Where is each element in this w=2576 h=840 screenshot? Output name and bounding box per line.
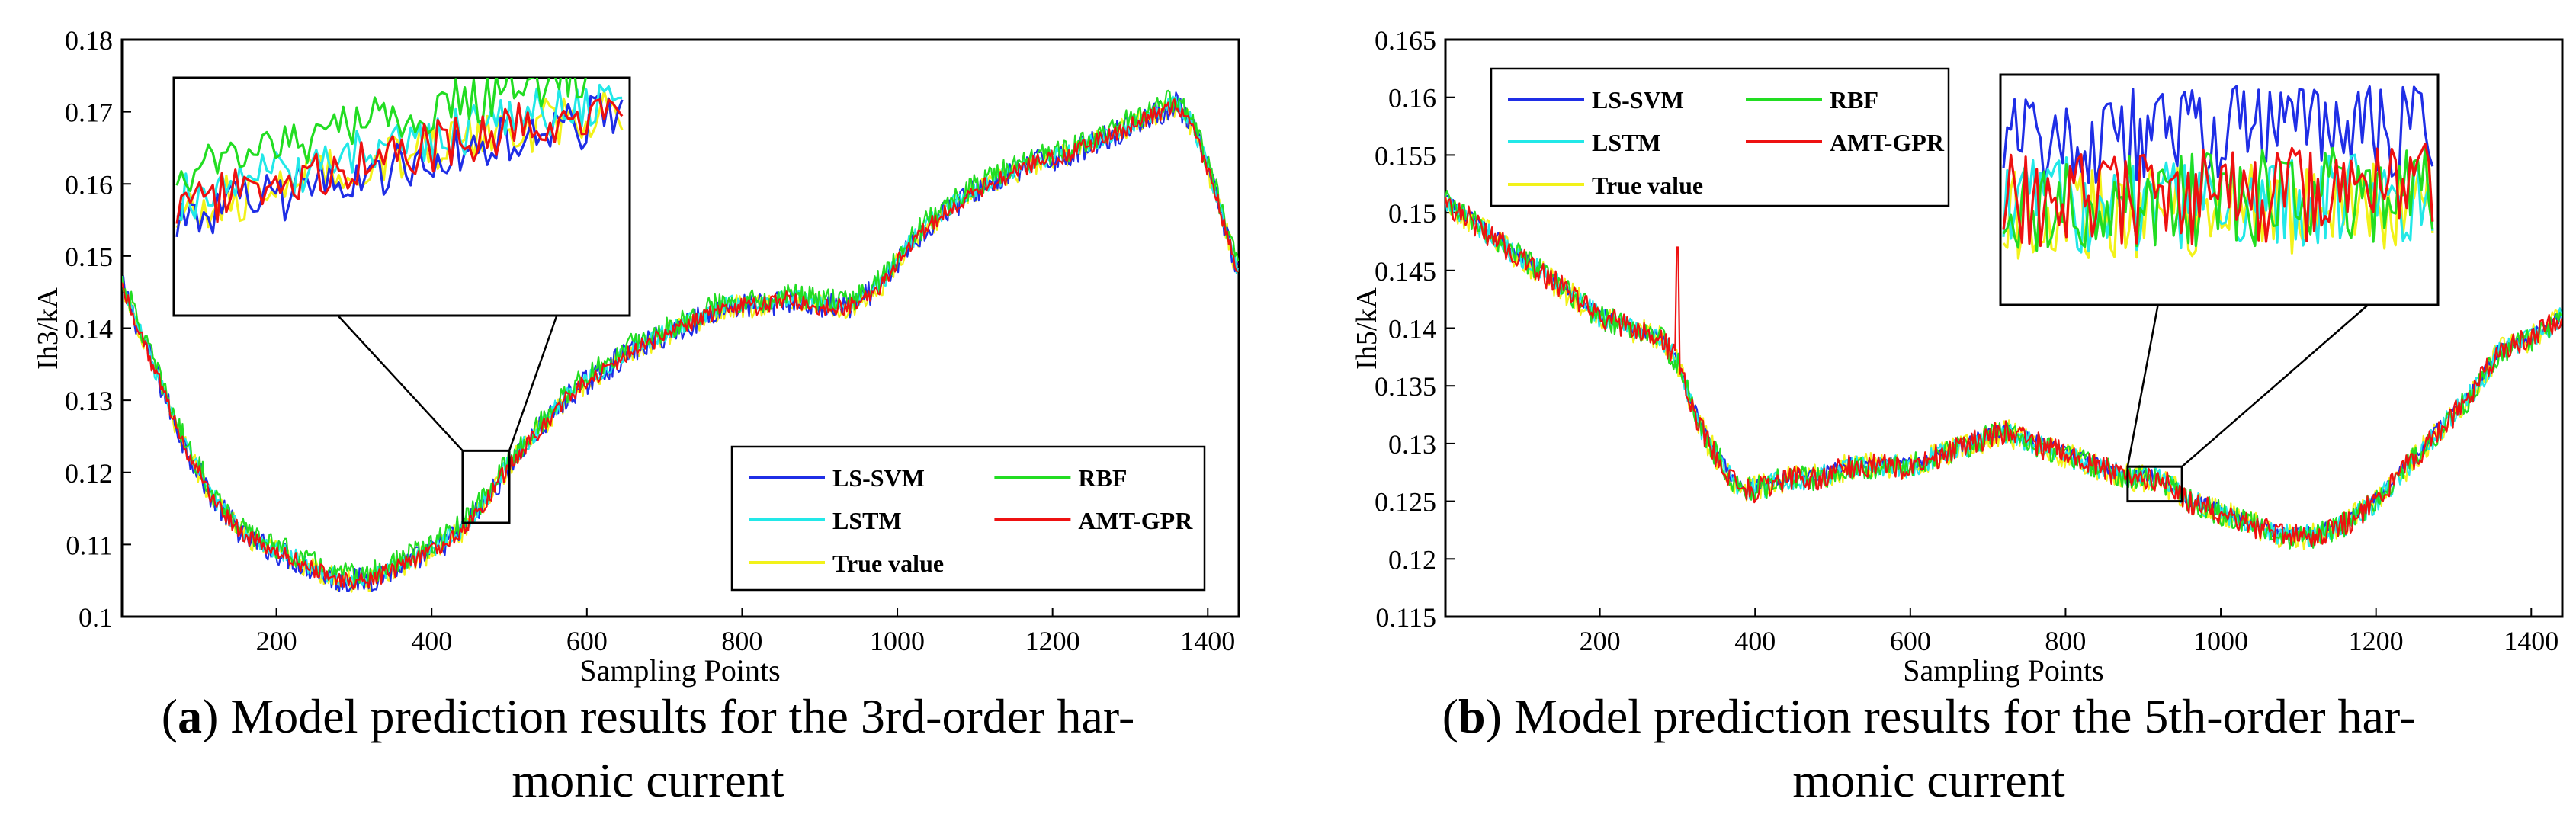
y-tick-label: 0.13 (1388, 429, 1436, 460)
series-line-amt-gpr (1445, 196, 2562, 548)
legend-item-lstm: LSTM (749, 507, 902, 534)
zoom-window-box (2126, 465, 2183, 503)
legend-b: LS-SVM LSTM True value RBF AMT-GPR (1490, 67, 1950, 207)
x-tick-label: 400 (411, 626, 452, 656)
y-tick-label: 0.15 (1388, 198, 1436, 229)
y-tick-label: 0.155 (1375, 140, 1436, 171)
y-tick-label: 0.1 (79, 602, 113, 633)
y-tick-label: 0.12 (1388, 544, 1436, 575)
zoom-series-line-rbf (175, 78, 587, 192)
y-tick-label: 0.11 (66, 530, 113, 560)
caption-a-line1: ) Model prediction results for the 3rd-o… (202, 689, 1135, 743)
y-tick-label: 0.14 (1388, 314, 1436, 345)
y-tick-label: 0.135 (1375, 371, 1436, 402)
caption-a-line2: monic current (512, 753, 784, 807)
legend-label: True value (1592, 172, 1703, 199)
legend-item-rbf: RBF (1746, 86, 1878, 114)
y-tick-labels-b: 0.115 0.12 0.125 0.13 0.135 0.14 0.145 0.15 0.15… (1375, 25, 1455, 633)
legend-label: RBF (1078, 464, 1127, 492)
series-group (1445, 190, 2562, 550)
x-tick-label: 200 (1580, 626, 1621, 656)
legend-a: LS-SVM LSTM True value RBF AMT-GPR (730, 445, 1206, 592)
legend-item-amt-gpr: AMT-GPR (1746, 129, 1945, 156)
x-tick-label: 1200 (1025, 626, 1080, 656)
zoom-connector-line (508, 315, 558, 451)
y-tick-label: 0.14 (65, 314, 113, 345)
y-tick-label: 0.12 (65, 458, 113, 489)
x-tick-label: 200 (256, 626, 297, 656)
legend-label: RBF (1830, 86, 1878, 114)
y-tick-label: 0.18 (65, 25, 113, 56)
legend-label: LS-SVM (1592, 86, 1684, 114)
legend-label: LS-SVM (832, 464, 925, 492)
zoom-inset-lines (175, 78, 624, 238)
x-tick-label: 1000 (870, 626, 925, 656)
x-tick-label: 1000 (2193, 626, 2248, 656)
series-line-amt-gpr (122, 98, 1239, 590)
zoom-series-line-amt-gpr (175, 98, 624, 224)
legend-label: LSTM (1592, 129, 1661, 156)
x-tick-label: 800 (2045, 626, 2086, 656)
caption-a-label: a (178, 689, 203, 743)
x-tick-label: 800 (721, 626, 762, 656)
zoom-inset-lines (2002, 85, 2434, 260)
x-axis-label-b: Sampling Points (1903, 653, 2103, 688)
zoom-connector-line (2181, 304, 2369, 468)
series-group (122, 89, 1239, 593)
series-lines-a (122, 89, 1239, 593)
legend-item-amt-gpr: AMT-GPR (994, 507, 1193, 534)
series-lines-b (1445, 190, 2562, 550)
y-tick-label: 0.13 (65, 386, 113, 416)
zoom-window-box (461, 449, 511, 524)
zoom-series-line-amt-gpr (2002, 143, 2434, 248)
x-tick-label: 1400 (2504, 626, 2558, 656)
y-tick-label: 0.16 (65, 169, 113, 200)
x-axis-label-a: Sampling Points (579, 653, 780, 688)
y-axis-label-a: Ih3/kA (32, 287, 64, 370)
chart-panel-a: 0.1 0.11 0.12 0.13 0.14 0.15 0.16 0.17 0.18 200 4… (32, 25, 1240, 688)
legend-item-lstm: LSTM (1508, 129, 1661, 156)
caption-a: (a) Model prediction results for the 3rd… (161, 689, 1135, 807)
zoom-series-line-rbf (2002, 146, 2434, 252)
x-tick-label: 400 (1734, 626, 1776, 656)
zoom-connector-line (337, 315, 464, 452)
legend-item-true-value: True value (749, 550, 944, 577)
y-tick-label: 0.145 (1375, 256, 1436, 287)
x-tick-label: 1200 (2349, 626, 2404, 656)
y-tick-label: 0.115 (1375, 602, 1436, 633)
caption-b-line2: monic current (1792, 753, 2065, 807)
y-tick-label: 0.15 (65, 242, 113, 272)
x-tick-labels-b: 200 400 600 800 1000 1200 1400 (1580, 608, 2558, 656)
legend-item-rbf: RBF (994, 464, 1127, 492)
legend-label: LSTM (832, 507, 902, 534)
legend-label: True value (832, 550, 944, 577)
x-tick-label: 600 (1890, 626, 1931, 656)
zoom-group-a (172, 76, 631, 524)
legend-label: AMT-GPR (1078, 507, 1193, 534)
legend-item-ls-svm: LS-SVM (1508, 86, 1684, 114)
legend-label: AMT-GPR (1830, 129, 1945, 156)
x-tick-labels-a: 200 400 600 800 1000 1200 1400 (256, 608, 1235, 656)
caption-b-label: b (1458, 689, 1486, 743)
y-tick-label: 0.17 (65, 98, 113, 128)
caption-b: (b) Model prediction results for the 5th… (1442, 689, 2416, 807)
x-tick-label: 600 (566, 626, 608, 656)
y-tick-label: 0.16 (1388, 83, 1436, 114)
zoom-group-b (1999, 73, 2440, 503)
caption-b-line1: ) Model prediction results for the 5th-o… (1485, 689, 2416, 743)
y-tick-label: 0.165 (1375, 25, 1436, 56)
y-axis-label-b: Ih5/kA (1351, 287, 1383, 370)
zoom-connector-line (2126, 304, 2159, 467)
legend-item-ls-svm: LS-SVM (749, 464, 925, 492)
legend-item-true-value: True value (1508, 172, 1703, 199)
y-tick-label: 0.125 (1375, 487, 1436, 518)
y-tick-labels-a: 0.1 0.11 0.12 0.13 0.14 0.15 0.16 0.17 0.18 (65, 25, 131, 633)
chart-panel-b: 0.115 0.12 0.125 0.13 0.135 0.14 0.145 0.15 0.15… (1351, 25, 2564, 688)
x-tick-label: 1400 (1180, 626, 1235, 656)
